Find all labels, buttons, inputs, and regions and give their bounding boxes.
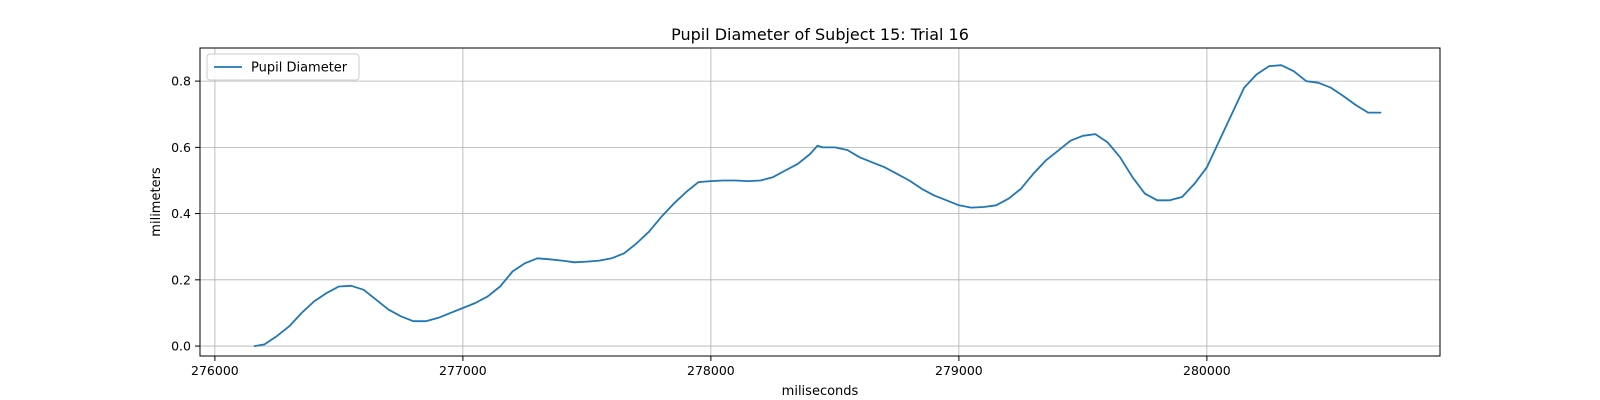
y-axis-ticks: 0.0 0.2 0.4 0.6 0.8: [171, 74, 200, 354]
x-tick-label: 279000: [935, 363, 983, 378]
x-gridlines: [214, 48, 1208, 356]
legend: Pupil Diameter: [206, 53, 360, 81]
series-line-pupil-diameter: [253, 64, 1382, 348]
plot-frame: [199, 47, 1441, 357]
x-tick-label: 278000: [687, 363, 735, 378]
y-tick-label: 0.8: [171, 74, 191, 89]
y-tick-label: 0.4: [171, 206, 191, 221]
x-axis-ticks: 276000 277000 278000 279000 280000: [191, 356, 1231, 378]
legend-label: Pupil Diameter: [251, 61, 348, 76]
x-tick-label: 280000: [1183, 363, 1231, 378]
legend-box: [206, 53, 360, 81]
chart-title: Pupil Diameter of Subject 15: Trial 16: [671, 25, 969, 44]
x-tick-label: 276000: [191, 363, 239, 378]
y-tick-label: 0.2: [171, 272, 191, 287]
y-tick-label: 0.6: [171, 140, 191, 155]
x-tick-label: 277000: [439, 363, 487, 378]
x-axis-label: miliseconds: [782, 384, 859, 399]
series-layer: [253, 64, 1382, 348]
y-gridlines: [200, 80, 1440, 347]
y-tick-label: 0.0: [171, 339, 191, 354]
y-axis-label: milimeters: [149, 167, 164, 237]
